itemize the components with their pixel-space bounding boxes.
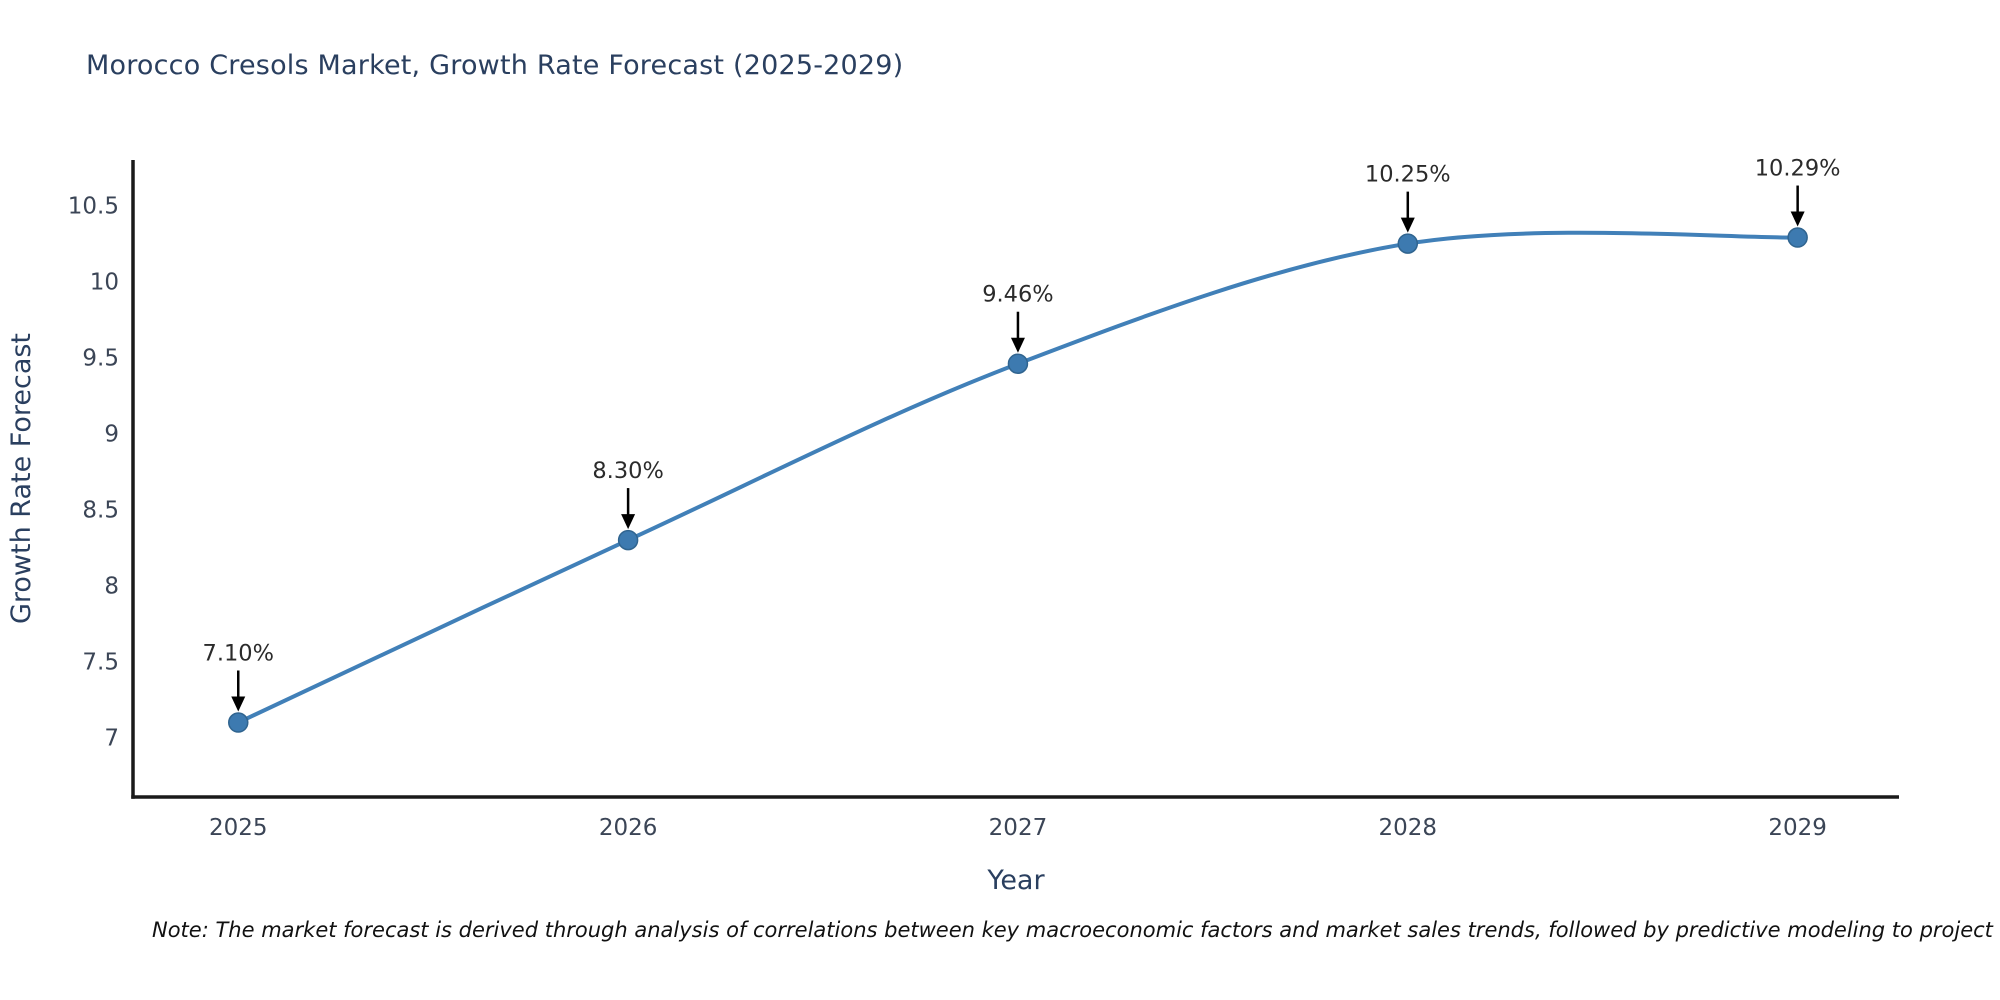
point-annotation-label: 9.46% xyxy=(982,282,1053,308)
y-axis-title: Growth Rate Forecast xyxy=(6,333,37,624)
point-annotation: 8.30% xyxy=(592,458,664,530)
y-tick-label: 10 xyxy=(90,270,119,296)
annotation-arrowhead-icon xyxy=(1400,217,1415,233)
x-tick-label: 2028 xyxy=(1379,815,1438,841)
y-tick-label: 8 xyxy=(104,574,119,600)
data-point xyxy=(617,529,639,551)
y-tick-label: 9 xyxy=(104,422,119,448)
x-tick-label: 2026 xyxy=(599,815,658,841)
data-point xyxy=(1007,353,1029,374)
point-annotation: 10.29% xyxy=(1755,156,1841,227)
chart-title: Morocco Cresols Market, Growth Rate Fore… xyxy=(86,50,904,81)
x-axis-title: Year xyxy=(986,865,1045,896)
y-tick-label: 7.5 xyxy=(82,650,119,676)
data-point xyxy=(1397,233,1419,254)
point-annotation-label: 10.25% xyxy=(1365,162,1451,188)
annotation-arrowhead-icon xyxy=(1010,337,1025,353)
annotation-arrowhead-icon xyxy=(231,696,246,712)
data-point xyxy=(228,712,249,733)
footnote: Note: The market forecast is derived thr… xyxy=(152,918,2000,942)
y-tick-label: 8.5 xyxy=(82,498,119,524)
x-tick-label: 2029 xyxy=(1768,815,1827,841)
point-annotation: 7.10% xyxy=(203,641,274,712)
point-annotation-label: 8.30% xyxy=(592,458,663,484)
x-tick-label: 2025 xyxy=(209,815,268,841)
annotation-arrowhead-icon xyxy=(621,514,636,530)
annotation-arrowhead-icon xyxy=(1790,211,1805,227)
data-point xyxy=(1787,227,1808,248)
point-annotation-label: 7.10% xyxy=(203,641,274,667)
y-tick-label: 9.5 xyxy=(82,346,119,372)
y-tick-label: 10.5 xyxy=(68,194,119,220)
x-tick-label: 2027 xyxy=(989,815,1048,841)
point-annotation-label: 10.29% xyxy=(1755,156,1841,182)
y-tick-label: 7 xyxy=(104,726,119,752)
point-annotation: 10.25% xyxy=(1365,162,1451,233)
point-annotation: 9.46% xyxy=(982,282,1054,353)
